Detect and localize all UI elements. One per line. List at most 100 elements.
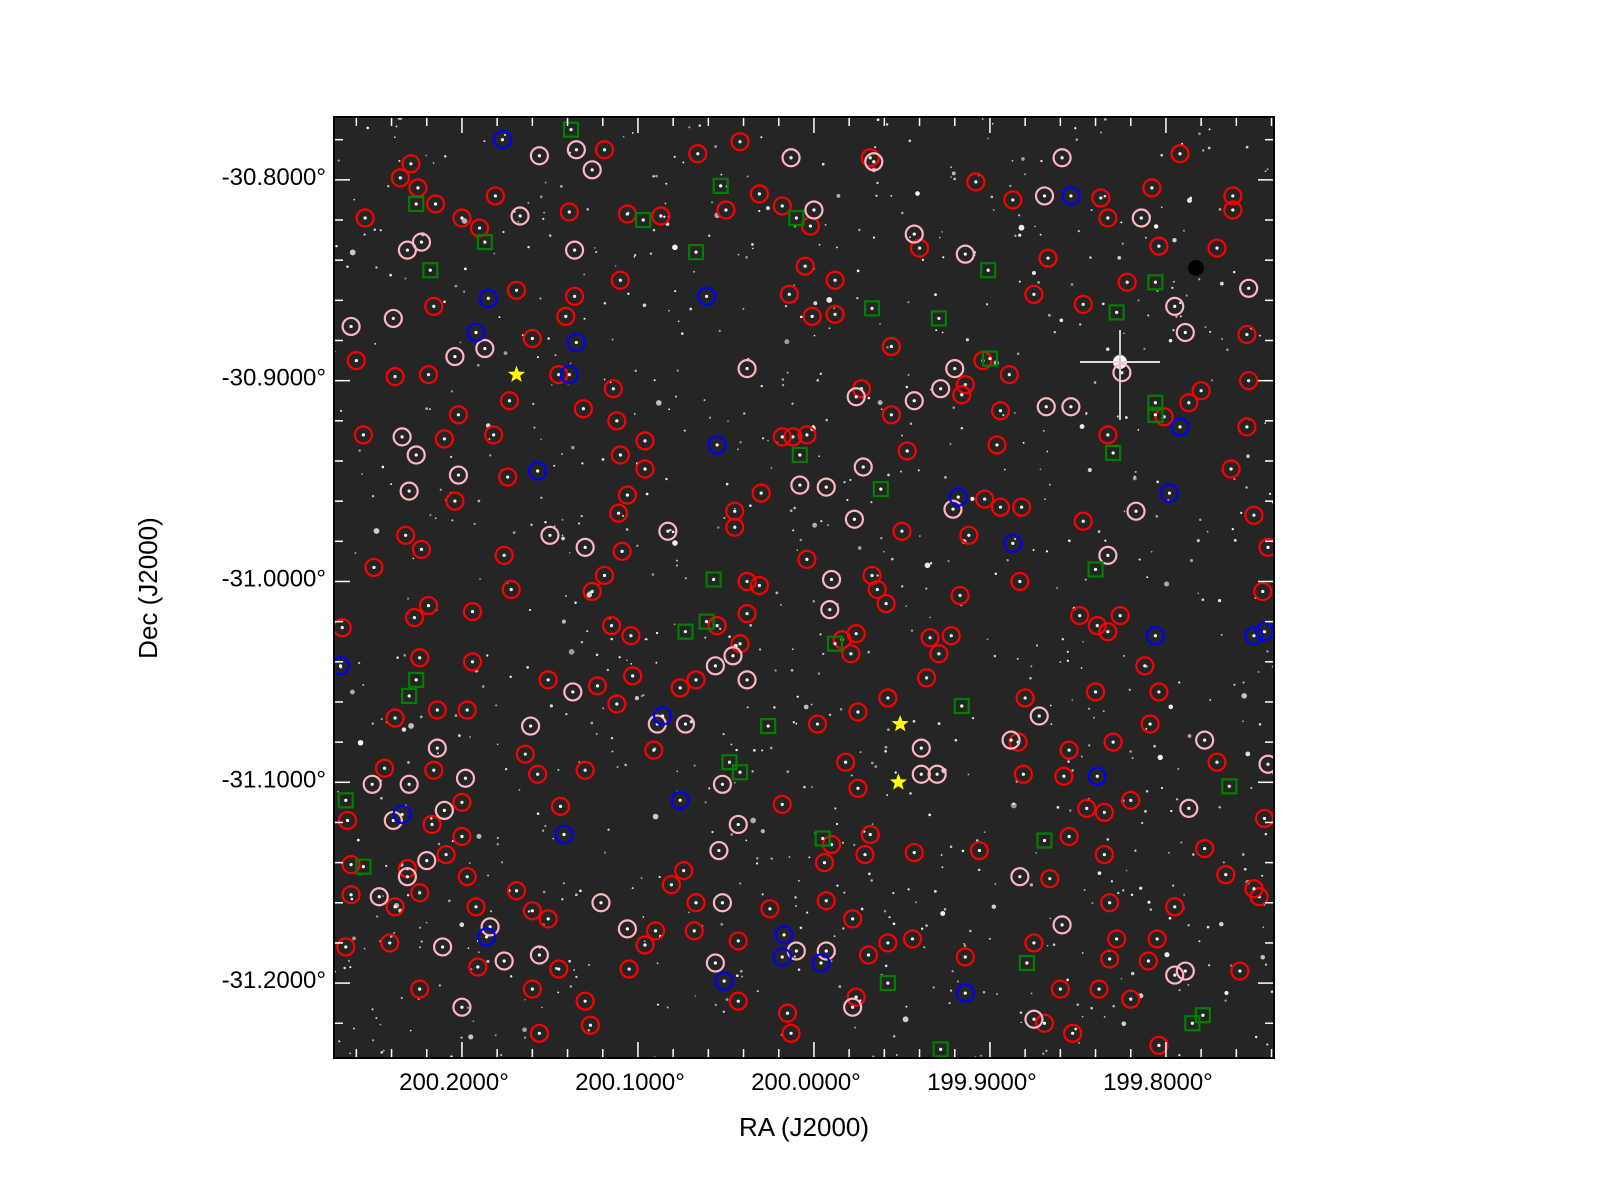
background-star: [539, 297, 542, 300]
background-star: [876, 574, 879, 577]
background-star: [947, 560, 950, 563]
source-star: [572, 248, 577, 252]
catalog-circle-marker: [538, 909, 558, 929]
background-star: [765, 206, 770, 211]
background-star: [645, 492, 649, 496]
source-star: [1081, 302, 1085, 306]
background-star: [935, 329, 938, 332]
background-star: [669, 528, 672, 532]
source-star: [988, 356, 992, 361]
source-star: [958, 593, 962, 598]
catalog-circle-marker: [594, 140, 615, 160]
catalog-circle-marker: [1170, 144, 1190, 164]
source-star: [798, 453, 802, 457]
background-star: [941, 866, 944, 869]
catalog-circle-marker: [1175, 322, 1195, 343]
catalog-circle-marker: [469, 218, 490, 238]
background-star: [1261, 874, 1264, 877]
background-star: [1112, 1004, 1115, 1008]
background-star: [993, 654, 997, 658]
catalog-circle-marker: [462, 652, 483, 672]
background-star: [725, 482, 729, 486]
catalog-circle-marker: [955, 244, 975, 264]
background-star: [833, 935, 836, 937]
source-star: [1062, 774, 1066, 778]
source-star: [805, 557, 809, 561]
background-star: [536, 812, 540, 815]
source-star: [1199, 389, 1203, 393]
background-star: [583, 317, 586, 320]
source-star: [1023, 696, 1027, 700]
catalog-circle-marker: [455, 768, 476, 788]
catalog-circle-marker: [804, 200, 824, 220]
background-star: [626, 659, 628, 662]
source-star: [514, 889, 519, 893]
background-star: [981, 118, 984, 120]
background-star: [523, 1036, 527, 1039]
source-star: [696, 152, 700, 156]
source-star: [616, 511, 621, 515]
background-star: [1016, 352, 1020, 356]
background-star: [689, 307, 693, 311]
source-star: [518, 214, 522, 218]
background-star: [745, 256, 748, 259]
catalog-circle-marker: [948, 487, 968, 507]
catalog-circle-marker: [1010, 867, 1030, 887]
background-star: [586, 630, 589, 633]
catalog-circle-marker: [1117, 272, 1137, 292]
background-star: [1209, 330, 1212, 333]
source-star: [745, 367, 749, 371]
catalog-circle-marker: [943, 499, 963, 519]
background-star: [944, 475, 947, 479]
source-star: [951, 507, 955, 511]
background-star: [419, 946, 422, 949]
background-star: [1081, 1015, 1084, 1018]
background-star: [627, 292, 630, 295]
background-star: [653, 379, 656, 382]
catalog-square-marker: [408, 195, 425, 213]
background-star: [1172, 884, 1175, 887]
catalog-circle-marker: [445, 346, 465, 367]
catalog-circle-marker: [1012, 497, 1032, 517]
background-star: [1003, 468, 1006, 471]
background-star: [487, 874, 489, 877]
source-star: [460, 216, 464, 220]
catalog-circle-marker: [522, 901, 542, 921]
catalog-circle-marker: [843, 909, 863, 929]
background-star: [358, 449, 361, 452]
background-star: [1262, 926, 1265, 929]
background-star: [841, 841, 845, 844]
catalog-circle-marker: [1001, 730, 1021, 750]
source-star: [1102, 810, 1106, 815]
source-star: [625, 212, 629, 216]
background-star: [346, 265, 349, 268]
source-star: [780, 802, 784, 806]
source-star: [484, 935, 489, 939]
catalog-square-marker: [731, 764, 749, 781]
source-star: [963, 955, 967, 959]
source-star: [370, 782, 374, 786]
catalog-square-marker: [1147, 406, 1164, 423]
catalog-circle-marker: [336, 937, 356, 957]
background-star: [688, 911, 690, 914]
catalog-circle-marker: [772, 794, 792, 814]
catalog-circle-marker: [645, 921, 666, 941]
background-star: [1105, 347, 1110, 351]
background-star: [498, 316, 501, 319]
background-star: [601, 458, 605, 461]
source-star: [812, 208, 816, 212]
background-star: [557, 768, 560, 771]
source-star: [618, 453, 622, 457]
catalog-circle-marker: [610, 445, 630, 465]
source-star: [863, 852, 867, 857]
catalog-circle-marker: [424, 296, 444, 316]
source-star: [483, 240, 487, 244]
background-star: [718, 329, 721, 332]
catalog-circle-marker: [781, 148, 801, 168]
source-star: [937, 652, 941, 656]
catalog-markers: [334, 121, 1274, 1058]
background-star: [371, 1039, 375, 1042]
source-star: [824, 899, 828, 903]
background-star: [1219, 921, 1224, 927]
background-star: [375, 1017, 378, 1020]
